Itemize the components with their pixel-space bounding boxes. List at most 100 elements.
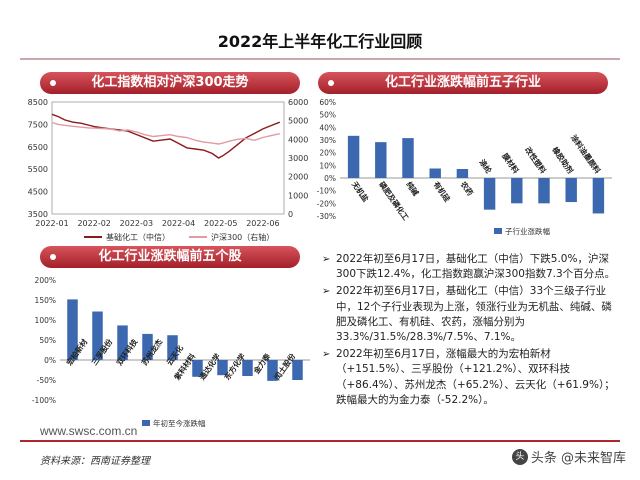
section-title-trend: 化工指数相对沪深300走势 [91, 75, 249, 90]
legend-swatch [142, 420, 150, 426]
watermark-text: 头条 @未来智库 [530, 451, 626, 466]
bar [92, 311, 103, 360]
y-tick-label: 0% [324, 174, 336, 183]
category-label: 有机硅 [432, 179, 453, 204]
y-tick-label: 40% [319, 123, 336, 132]
legend-label: 子行业涨跌幅 [505, 226, 550, 236]
y-tick-label: 0% [44, 356, 56, 365]
x-tick-label: 2022-05 [204, 219, 237, 228]
category-label: 橡胶助剂 [550, 145, 576, 176]
bar [402, 138, 414, 178]
y-right-tick-label: 6000 [288, 98, 308, 107]
y-tick-label: 150% [35, 296, 56, 305]
watermark-logo-icon: 头 [511, 448, 528, 465]
y-left-tick-label: 4500 [28, 188, 48, 197]
trend-line-chart: 3500 4500 5500 6500 7500 8500 0 1000 2000 3000 400… [28, 98, 309, 242]
section-banner-subsector: 化工行业涨跌幅前五子行业 [318, 72, 608, 94]
y-left-tick-label: 6500 [28, 143, 48, 152]
bar [511, 178, 523, 204]
bar [538, 178, 550, 204]
bar [67, 299, 78, 360]
y-tick-label: 60% [319, 98, 336, 107]
bar [117, 325, 128, 360]
section-title-subsector: 化工行业涨跌幅前五子行业 [384, 75, 541, 90]
banner-dot-icon [50, 80, 56, 86]
bar [192, 360, 203, 377]
category-label: 无机盐 [349, 179, 371, 204]
y-tick-label: -30% [317, 212, 336, 221]
bar [142, 333, 153, 360]
y-tick-label: 200% [35, 276, 56, 285]
bar [429, 168, 441, 178]
bar [292, 360, 303, 380]
y-tick-label: 50% [39, 336, 56, 345]
y-left-tick-label: 5500 [28, 165, 48, 174]
bar [267, 360, 278, 381]
title-divider [20, 58, 620, 60]
summary-bullet: ➢ 2022年初至6月17日，基础化工（中信）33个三级子行业中，12个子行业表… [322, 284, 622, 345]
arrow-bullet-icon: ➢ [322, 286, 331, 298]
y-tick-label: 100% [35, 316, 56, 325]
series-line [51, 113, 281, 159]
x-tick-label: 2022-06 [246, 219, 279, 228]
watermark: 头 头条 @未来智库 [511, 447, 626, 466]
category-label: 纯碱 [404, 179, 421, 197]
y-tick-label: 50% [319, 111, 336, 120]
bullet-text: 2022年初至6月17日，涨幅最大的为宏柏新材（+151.5%）、三孚股份（+1… [336, 348, 615, 406]
category-label: 涤纶 [477, 157, 494, 175]
y-tick-label: 10% [319, 161, 336, 170]
section-banner-trend: 化工指数相对沪深300走势 [40, 72, 300, 94]
legend-label: 基础化工（中信） [106, 232, 170, 242]
bar [565, 178, 577, 203]
section-banner-stocks: 化工行业涨跌幅前五个股 [40, 246, 300, 268]
y-tick-label: -10% [317, 187, 336, 196]
bar [347, 135, 360, 178]
y-left-tick-label: 7500 [28, 120, 48, 129]
category-label: 农药 [458, 179, 476, 198]
y-right-tick-label: 5000 [288, 117, 308, 126]
bullet-text: 2022年初至6月17日，基础化工（中信）33个三级子行业中，12个子行业表现为… [336, 285, 612, 344]
banner-dot-icon [50, 254, 56, 260]
summary-bullet: ➢ 2022年初至6月17日，涨幅最大的为宏柏新材（+151.5%）、三孚股份（… [322, 347, 622, 408]
x-tick-label: 2022-01 [35, 219, 68, 228]
y-left-tick-label: 3500 [28, 210, 48, 219]
bar [375, 142, 387, 178]
summary-bullet: ➢ 2022年初至6月17日，基础化工（中信）下跌5.0%，沪深300下跌12.… [322, 252, 622, 282]
legend-label: 年初至今涨跌幅 [153, 418, 206, 428]
bar [217, 360, 228, 376]
legend-swatch [494, 228, 502, 234]
site-url: www.swsc.com.cn [40, 424, 138, 438]
stock-bar-chart: -100%-50%0%50%100%150%200%宏柏新材 三孚股份 双环科技 苏州… [32, 276, 310, 428]
bar [242, 360, 253, 376]
y-tick-label: -100% [32, 396, 56, 405]
x-tick-label: 2022-03 [120, 219, 153, 228]
subsector-bar-chart: -30%-20%-10%0%10%20%30%40%50%60%无机盐 磷肥及磷化… [317, 98, 612, 236]
page-title: 2022年上半年化工行业回顾 [217, 32, 423, 51]
y-tick-label: 30% [319, 136, 336, 145]
arrow-bullet-icon: ➢ [322, 349, 331, 361]
section-title-stocks: 化工行业涨跌幅前五个股 [98, 249, 242, 264]
bar [456, 169, 469, 178]
category-label: 膜材料 [500, 151, 521, 176]
bar [592, 178, 605, 214]
plot-frame [51, 101, 285, 215]
x-tick-label: 2022-04 [162, 219, 195, 228]
y-right-tick-label: 1000 [288, 191, 308, 200]
y-right-tick-label: 4000 [288, 135, 308, 144]
x-tick-label: 2022-02 [77, 219, 110, 228]
category-label: 改性塑料 [523, 145, 549, 176]
y-right-tick-label: 3000 [288, 154, 308, 163]
summary-bullets: ➢ 2022年初至6月17日，基础化工（中信）下跌5.0%，沪深300下跌12.… [322, 252, 622, 410]
bullet-text: 2022年初至6月17日，基础化工（中信）下跌5.0%，沪深300下跌12.4%… [336, 253, 616, 281]
footer-divider [20, 440, 620, 442]
y-right-tick-label: 2000 [288, 173, 308, 182]
y-right-tick-label: 0 [288, 210, 293, 219]
y-tick-label: -20% [317, 199, 336, 208]
bar [483, 178, 496, 210]
y-tick-label: 20% [319, 149, 336, 158]
banner-dot-icon [328, 80, 334, 86]
series-line [51, 121, 280, 145]
source-note: 资料来源：西南证券整理 [40, 456, 150, 467]
y-left-tick-label: 8500 [28, 98, 48, 107]
y-tick-label: -50% [37, 376, 56, 385]
